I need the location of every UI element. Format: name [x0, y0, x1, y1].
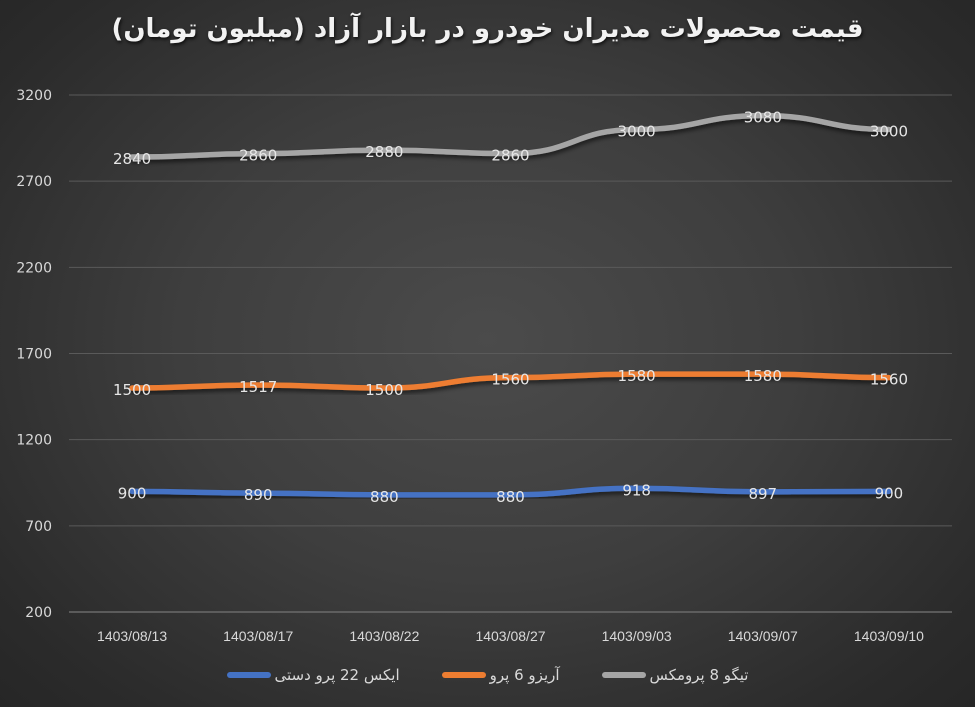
legend-swatch-x22 — [226, 672, 271, 678]
series-line-1[interactable] — [129, 371, 892, 391]
y-tick-label: 1700 — [16, 347, 52, 363]
legend: ایکس 22 پرو دستی آریزو 6 پرو تیگو 8 پروم… — [0, 666, 975, 684]
x-tick-label: 1403/09/10 — [854, 628, 924, 644]
data-label: 900 — [875, 484, 904, 502]
data-label: 1517 — [239, 378, 277, 396]
data-label: 880 — [370, 488, 399, 506]
data-label: 918 — [622, 481, 651, 499]
x-tick-label: 1403/08/17 — [223, 628, 293, 644]
legend-item-x22[interactable]: ایکس 22 پرو دستی — [226, 666, 400, 684]
legend-item-arrizo6[interactable]: آریزو 6 پرو — [441, 666, 560, 684]
data-labels: 2840 2860 2880 2860 3000 3080 3000 1500 1517 1500… — [113, 109, 908, 506]
data-label: 1560 — [870, 371, 908, 389]
gridlines — [69, 94, 952, 613]
legend-label-arrizo6: آریزو 6 پرو — [489, 666, 560, 684]
data-label: 890 — [244, 486, 273, 504]
data-label: 1580 — [618, 367, 656, 385]
y-tick-label: 2700 — [16, 174, 52, 190]
data-label: 900 — [118, 484, 147, 502]
y-axis: 200 700 1200 1700 2200 2700 3200 — [16, 88, 52, 621]
chart-title: قیمت محصولات مدیران خودرو در بازار آزاد … — [111, 14, 864, 44]
series-line-0[interactable] — [129, 112, 892, 160]
legend-swatch-arrizo6 — [441, 672, 486, 678]
data-label: 1560 — [491, 371, 529, 389]
data-label: 2860 — [491, 147, 529, 165]
y-tick-label: 3200 — [16, 88, 52, 104]
data-label: 2840 — [113, 150, 151, 168]
x-tick-label: 1403/09/03 — [602, 628, 672, 644]
x-axis: 1403/08/13 1403/08/17 1403/08/22 1403/08/27… — [97, 628, 924, 644]
data-label: 3080 — [744, 109, 782, 127]
data-label: 880 — [496, 488, 525, 506]
legend-label-x22: ایکس 22 پرو دستی — [274, 666, 400, 684]
y-tick-label: 200 — [25, 605, 52, 621]
data-label: 1500 — [113, 381, 151, 399]
x-tick-label: 1403/08/22 — [349, 628, 419, 644]
x-tick-label: 1403/09/07 — [728, 628, 798, 644]
data-label: 2860 — [239, 147, 277, 165]
data-label: 2880 — [365, 143, 403, 161]
legend-label-tiggo8: تیگو 8 پرومکس — [649, 666, 749, 684]
y-tick-label: 700 — [25, 519, 52, 535]
data-label: 897 — [748, 485, 777, 503]
data-label: 1580 — [744, 367, 782, 385]
legend-swatch-tiggo8 — [601, 672, 646, 678]
x-tick-label: 1403/08/13 — [97, 628, 167, 644]
series-line-2[interactable] — [129, 485, 892, 498]
series-lines — [129, 112, 892, 498]
data-label: 3000 — [870, 122, 908, 140]
data-label: 1500 — [365, 381, 403, 399]
y-tick-label: 2200 — [16, 260, 52, 276]
data-label: 3000 — [618, 122, 656, 140]
y-tick-label: 1200 — [16, 433, 52, 449]
legend-item-tiggo8[interactable]: تیگو 8 پرومکس — [601, 666, 749, 684]
x-tick-label: 1403/08/27 — [475, 628, 545, 644]
